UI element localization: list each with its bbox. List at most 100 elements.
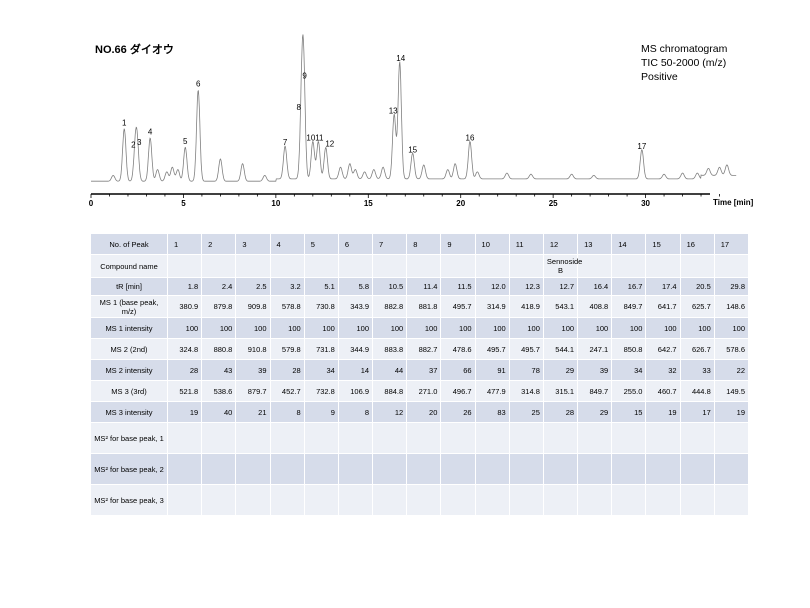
table-cell bbox=[679, 453, 715, 485]
x-tick-label: 30 bbox=[641, 199, 650, 208]
table-row: tR [min] 1.8 2.4 2.5 3.2 5.1 5.8 10.5 11.4 11.5 12… bbox=[90, 277, 750, 296]
table-cell: 12.7 bbox=[542, 277, 579, 296]
table-cell: 2 bbox=[201, 233, 237, 255]
table-cell: 9 bbox=[303, 401, 339, 423]
table-cell bbox=[474, 254, 510, 278]
table-cell: 884.8 bbox=[372, 380, 408, 402]
peak-label: 8 bbox=[297, 103, 302, 112]
table-cell: 19 bbox=[166, 401, 203, 423]
table-cell: 10 bbox=[474, 233, 510, 255]
table-cell: 100 bbox=[337, 317, 374, 339]
table-row: MS 2 (2nd) 324.8 880.8 910.8 579.8 731.8 344.9… bbox=[90, 338, 750, 360]
table-cell: 14 bbox=[337, 359, 374, 381]
table-cell: 255.0 bbox=[611, 380, 647, 402]
x-tick-label: 0 bbox=[89, 199, 94, 208]
row-header: MS 3 (3rd) bbox=[90, 380, 168, 402]
table-cell bbox=[337, 254, 374, 278]
table-cell bbox=[542, 484, 579, 516]
table-cell bbox=[303, 422, 339, 454]
row-header: No. of Peak bbox=[90, 233, 168, 255]
table-cell bbox=[269, 453, 305, 485]
table-cell bbox=[645, 422, 681, 454]
table-cell bbox=[645, 254, 681, 278]
table-cell: 910.8 bbox=[235, 338, 271, 360]
table-cell: 495.7 bbox=[474, 338, 510, 360]
table-cell: 521.8 bbox=[166, 380, 203, 402]
x-tick-label: 25 bbox=[549, 199, 558, 208]
table-cell: 380.9 bbox=[166, 295, 203, 318]
table-cell bbox=[201, 484, 237, 516]
table-cell: 418.9 bbox=[508, 295, 544, 318]
table-cell: 544.1 bbox=[542, 338, 579, 360]
table-cell: 100 bbox=[611, 317, 647, 339]
table-row: MS 1 (base peak, m/z) 380.9 879.8 909.8 578.… bbox=[90, 295, 750, 318]
table-cell: 39 bbox=[235, 359, 271, 381]
table-cell: 879.7 bbox=[235, 380, 271, 402]
table-cell: 495.7 bbox=[440, 295, 476, 318]
table-cell bbox=[474, 422, 510, 454]
table-cell: 4 bbox=[269, 233, 305, 255]
chromatogram-info: MS chromatogram TIC 50-2000 (m/z) Positi… bbox=[641, 42, 727, 84]
table-cell: 543.1 bbox=[542, 295, 579, 318]
page-title: NO.66 ダイオウ bbox=[95, 44, 174, 56]
table-cell bbox=[201, 422, 237, 454]
table-cell: 100 bbox=[406, 317, 442, 339]
table-row: Compound name Sennoside B bbox=[90, 254, 750, 278]
table-cell: 100 bbox=[166, 317, 203, 339]
table-cell: 314.8 bbox=[508, 380, 544, 402]
table-cell: 8 bbox=[406, 233, 442, 255]
table-cell: 149.5 bbox=[713, 380, 750, 402]
table-row: MS² for base peak, 3 bbox=[90, 484, 750, 516]
table-cell: 39 bbox=[577, 359, 613, 381]
table-cell bbox=[611, 484, 647, 516]
peak-label: 9 bbox=[302, 72, 307, 81]
table-cell: 849.7 bbox=[611, 295, 647, 318]
table-cell: 12 bbox=[372, 401, 408, 423]
table-cell: 13 bbox=[577, 233, 613, 255]
table-cell bbox=[406, 422, 442, 454]
table-cell bbox=[713, 484, 750, 516]
table-cell: 28 bbox=[542, 401, 579, 423]
table-cell: 314.9 bbox=[474, 295, 510, 318]
table-cell bbox=[337, 484, 374, 516]
table-cell: 37 bbox=[406, 359, 442, 381]
row-header: Compound name bbox=[90, 254, 168, 278]
table-cell: 43 bbox=[201, 359, 237, 381]
table-cell: 66 bbox=[440, 359, 476, 381]
table-cell: 324.8 bbox=[166, 338, 203, 360]
table-cell: 6 bbox=[337, 233, 374, 255]
table-cell: 17 bbox=[679, 401, 715, 423]
table-cell bbox=[269, 422, 305, 454]
table-cell: 3.2 bbox=[269, 277, 305, 296]
table-cell bbox=[372, 254, 408, 278]
table-cell: 9 bbox=[440, 233, 476, 255]
table-cell bbox=[508, 422, 544, 454]
table-cell bbox=[508, 484, 544, 516]
table-cell: 495.7 bbox=[508, 338, 544, 360]
table-cell: 882.7 bbox=[406, 338, 442, 360]
row-header: MS 1 (base peak, m/z) bbox=[90, 295, 168, 318]
row-header: MS 2 intensity bbox=[90, 359, 168, 381]
table-cell: 271.0 bbox=[406, 380, 442, 402]
table-cell bbox=[406, 484, 442, 516]
table-cell: 247.1 bbox=[577, 338, 613, 360]
peak-label: 4 bbox=[148, 128, 153, 137]
tic-trace bbox=[91, 34, 737, 182]
table-cell: 5.1 bbox=[303, 277, 339, 296]
table-cell bbox=[577, 254, 613, 278]
table-cell bbox=[542, 453, 579, 485]
table-cell bbox=[713, 422, 750, 454]
table-cell: 8 bbox=[337, 401, 374, 423]
table-cell: 33 bbox=[679, 359, 715, 381]
table-cell: 496.7 bbox=[440, 380, 476, 402]
table-cell: 14 bbox=[611, 233, 647, 255]
table-cell: 100 bbox=[269, 317, 305, 339]
peak-label: 17 bbox=[637, 142, 646, 151]
table-cell: 15 bbox=[645, 233, 681, 255]
table-row: MS² for base peak, 1 bbox=[90, 422, 750, 454]
table-cell: 642.7 bbox=[645, 338, 681, 360]
table-cell: 34 bbox=[303, 359, 339, 381]
table-cell bbox=[337, 422, 374, 454]
table-cell: 625.7 bbox=[679, 295, 715, 318]
